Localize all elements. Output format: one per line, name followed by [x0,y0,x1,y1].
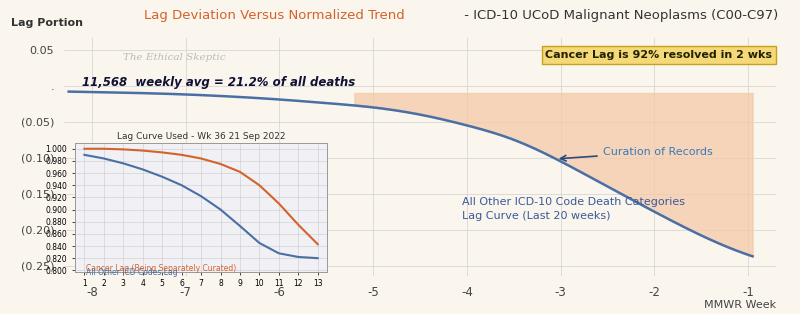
Text: Lag Portion: Lag Portion [10,18,82,28]
Text: Lag Deviation Versus Normalized Trend: Lag Deviation Versus Normalized Trend [144,9,405,22]
Text: All Other ICD-10 Code Death Categories
Lag Curve (Last 20 weeks): All Other ICD-10 Code Death Categories L… [462,197,685,221]
Text: - ICD-10 UCoD Malignant Neoplasms (C00-C97): - ICD-10 UCoD Malignant Neoplasms (C00-C… [460,9,778,22]
Text: MMWR Week: MMWR Week [704,300,776,310]
Text: The Ethical Skeptic: The Ethical Skeptic [123,53,226,62]
Text: Curation of Records: Curation of Records [561,147,713,161]
Text: 11,568  weekly avg = 21.2% of all deaths: 11,568 weekly avg = 21.2% of all deaths [82,76,355,89]
Text: Cancer Lag is 92% resolved in 2 wks: Cancer Lag is 92% resolved in 2 wks [546,50,772,60]
